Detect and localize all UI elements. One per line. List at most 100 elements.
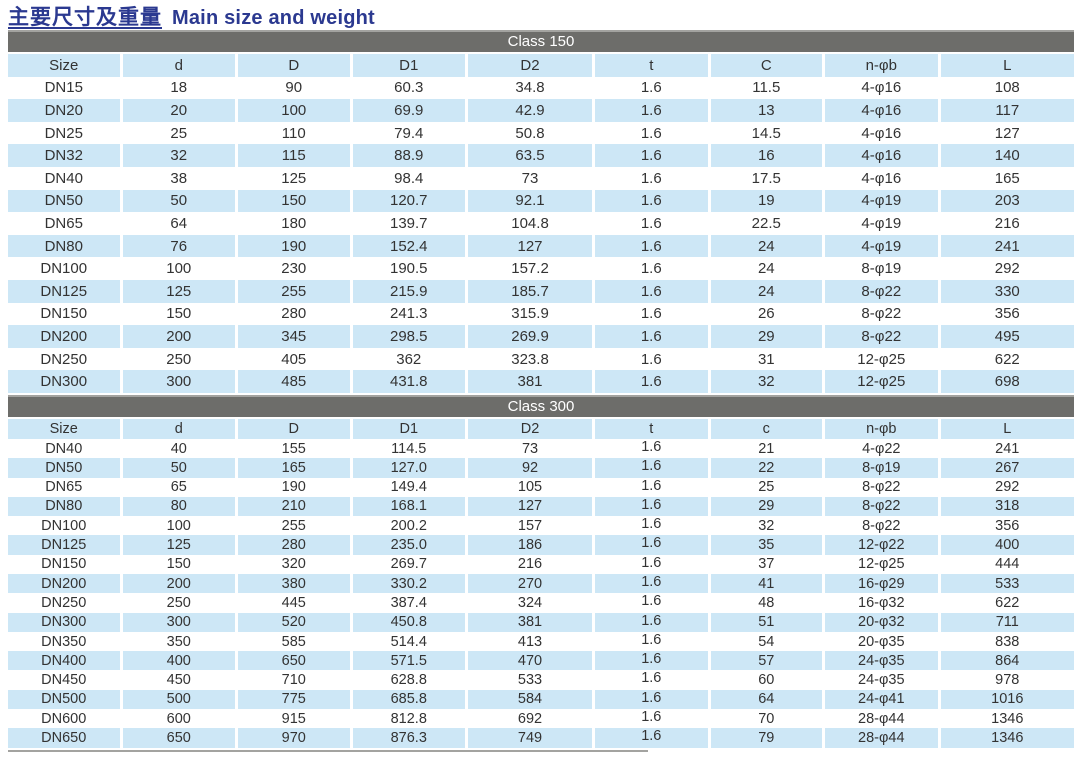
cell-dn250-size: DN250 <box>8 593 123 613</box>
cell-dn500-d2: 584 <box>466 689 596 710</box>
cell-dn40-d1: 114.5 <box>351 438 469 459</box>
cell-dn20-n-b: 4-φ16 <box>823 99 941 122</box>
cell-dn500-c: 64 <box>709 689 826 710</box>
column-header-d: D <box>236 418 353 439</box>
cell-dn80-t: 1.6 <box>593 234 711 258</box>
cell-dn650-n-b: 28-φ44 <box>823 728 941 748</box>
cell-dn80-d: 190 <box>236 234 353 258</box>
cell-dn300-l: 711 <box>995 614 1019 631</box>
cell-dn65-c: 25 <box>709 477 826 497</box>
cell-dn400-d: 400 <box>121 651 239 671</box>
cell-dn80-d2: 127 <box>466 234 596 258</box>
cell-dn200-d: 345 <box>236 325 353 348</box>
cell-dn25-c: 14.5 <box>709 121 826 145</box>
cell-dn40-d: 155 <box>236 438 353 459</box>
cell-dn250-l: 622 <box>994 350 1020 368</box>
cell-dn150-d2: 315.9 <box>466 302 596 326</box>
cell-dn600-size: DN600 <box>8 709 123 729</box>
cell-dn100-d2: 157 <box>466 516 596 536</box>
cell-dn15-l: 108 <box>994 79 1020 97</box>
table-row-dn50: DN50 50 165 127.0 92 1.6 22 8-φ19 267 <box>8 458 1074 478</box>
cell-dn250-size: DN250 <box>8 347 123 371</box>
cell-dn20-d: 20 <box>121 99 239 122</box>
cell-dn80-l: 241 <box>994 237 1020 255</box>
cell-dn40-size: DN40 <box>8 166 123 190</box>
cell-dn500-size: DN500 <box>8 689 123 710</box>
cell-dn65-size: DN65 <box>8 477 123 497</box>
cell-dn125-t: 1.6 <box>593 535 711 555</box>
class-300-size-table: Size d D D1 D2 t c n-φb L DN40 40 155 114.5 73 1.6 21 4… <box>8 418 1074 748</box>
cell-dn15-size: DN15 <box>8 76 123 100</box>
cell-dn350-l: 838 <box>995 633 1020 650</box>
cell-dn40-c: 21 <box>709 438 826 459</box>
cell-dn80-d: 80 <box>121 496 239 517</box>
cell-dn32-n-b: 4-φ16 <box>823 144 941 167</box>
cell-dn125-n-b: 8-φ22 <box>823 279 941 303</box>
cell-dn400-d2: 470 <box>466 651 596 671</box>
cell-dn350-n-b: 20-φ35 <box>823 631 941 652</box>
cell-dn50-t: 1.6 <box>593 458 711 478</box>
class-300-table-body: DN40 40 155 114.5 73 1.6 21 4-φ22 241 DN50 50 165 12… <box>8 438 1074 748</box>
cell-dn350-d1: 514.4 <box>351 631 469 652</box>
cell-dn125-size: DN125 <box>8 535 123 555</box>
cell-dn40-d2: 73 <box>466 438 596 459</box>
cell-dn600-t: 1.6 <box>593 709 711 729</box>
cell-dn450-d: 450 <box>121 670 239 690</box>
cell-dn40-d2: 73 <box>466 166 596 190</box>
page-title-english: Main size and weight <box>172 7 375 29</box>
cell-dn250-d: 250 <box>121 347 239 371</box>
cell-dn50-t: 1.6 <box>593 189 711 213</box>
class-150-table-body: DN15 18 90 60.3 34.8 1.6 11.5 4-φ16 108 DN20 20 100… <box>8 76 1074 393</box>
cell-dn150-c: 26 <box>709 302 826 326</box>
cell-dn65-size: DN65 <box>8 212 123 235</box>
table-row-dn50: DN50 50 150 120.7 92.1 1.6 19 4-φ19 203 <box>8 189 1074 213</box>
cell-dn200-d: 200 <box>121 325 239 348</box>
cell-dn300-l: 698 <box>994 373 1020 391</box>
cell-dn100-size: DN100 <box>8 516 123 536</box>
cell-dn600-d: 600 <box>121 709 239 729</box>
cell-dn200-d2: 269.9 <box>466 325 596 348</box>
cell-dn125-l: 400 <box>995 537 1020 554</box>
cell-dn25-d: 25 <box>121 121 239 145</box>
cell-dn32-d1: 88.9 <box>351 144 469 167</box>
cell-dn350-size: DN350 <box>8 631 123 652</box>
cell-dn250-n-b: 12-φ25 <box>823 347 941 371</box>
cell-dn300-size: DN300 <box>8 612 123 632</box>
cell-dn200-n-b: 16-φ29 <box>823 573 941 594</box>
table-row-dn600: DN600 600 915 812.8 692 1.6 70 28-φ44 1346 <box>8 709 1074 729</box>
cell-dn50-d2: 92.1 <box>466 189 596 213</box>
table-row-dn500: DN500 500 775 685.8 584 1.6 64 24-φ41 1016 <box>8 689 1074 710</box>
cell-dn200-c: 41 <box>709 573 826 594</box>
cell-dn15-d1: 60.3 <box>351 76 469 100</box>
cell-dn350-d: 350 <box>121 631 239 652</box>
cell-dn200-t: 1.6 <box>593 325 711 348</box>
cell-dn400-d: 650 <box>236 651 353 671</box>
cell-dn150-d: 150 <box>121 554 239 574</box>
cell-dn32-d: 115 <box>236 144 353 167</box>
cell-dn600-d1: 812.8 <box>351 709 469 729</box>
cell-dn100-d2: 157.2 <box>466 257 596 280</box>
cell-dn500-l: 1016 <box>991 691 1024 708</box>
cell-dn450-d2: 533 <box>466 670 596 690</box>
cell-dn100-t: 1.6 <box>593 516 711 536</box>
table-row-dn650: DN650 650 970 876.3 749 1.6 79 28-φ44 1346 <box>8 728 1074 748</box>
cell-dn80-d1: 168.1 <box>351 496 469 517</box>
table-row-dn125: DN125 125 280 235.0 186 1.6 35 12-φ22 400 <box>8 535 1074 555</box>
cell-dn450-d: 710 <box>236 670 353 690</box>
cell-dn650-d2: 749 <box>466 728 596 748</box>
table-row-dn80: DN80 76 190 152.4 127 1.6 24 4-φ19 241 <box>8 234 1074 258</box>
column-header-d1: D1 <box>351 418 469 439</box>
cell-dn650-d1: 876.3 <box>351 728 469 748</box>
cell-dn20-t: 1.6 <box>593 99 711 122</box>
table-row-dn125: DN125 125 255 215.9 185.7 1.6 24 8-φ22 330 <box>8 279 1074 303</box>
cell-dn250-t: 1.6 <box>593 347 711 371</box>
cell-dn100-d: 100 <box>121 257 239 280</box>
cell-dn50-d: 50 <box>121 189 239 213</box>
cell-dn300-d1: 431.8 <box>351 370 469 393</box>
cell-dn125-c: 24 <box>709 279 826 303</box>
cell-dn100-d: 255 <box>236 516 353 536</box>
cell-dn50-size: DN50 <box>8 458 123 478</box>
cell-dn300-n-b: 12-φ25 <box>823 370 941 393</box>
